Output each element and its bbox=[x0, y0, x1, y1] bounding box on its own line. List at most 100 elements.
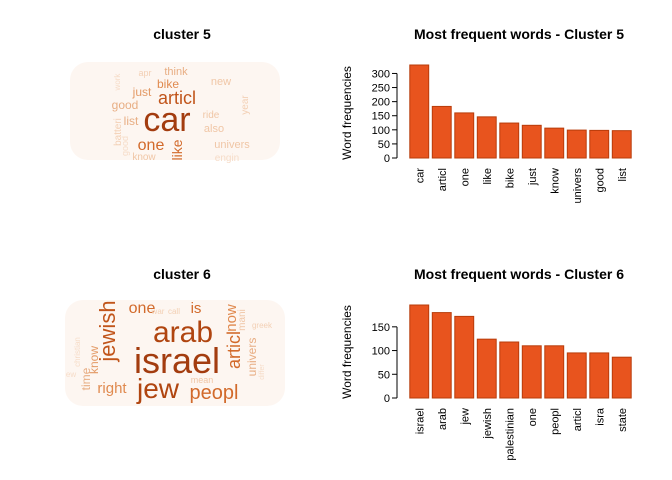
x-tick-label: one bbox=[459, 168, 471, 186]
wordcloud-word: like bbox=[169, 139, 185, 160]
wordcloud-word: list bbox=[124, 114, 139, 128]
wordcloud-word: bike bbox=[157, 77, 179, 91]
wordcloud-word: time bbox=[79, 367, 93, 390]
wordcloud-word: apr bbox=[138, 68, 151, 78]
x-tick-label: isra bbox=[594, 407, 606, 426]
x-tick-label: one bbox=[527, 408, 539, 426]
y-axis-label: Word frequencies bbox=[340, 66, 354, 160]
wordcloud-word: know bbox=[132, 152, 156, 163]
x-tick-label: arab bbox=[437, 408, 449, 430]
bar-chart-cluster-6: Most frequent words - Cluster 6 Word fre… bbox=[340, 266, 632, 461]
wordcloud-word: good bbox=[120, 136, 130, 156]
wordcloud-word: greek bbox=[252, 321, 273, 330]
wordcloud-word: articl bbox=[224, 331, 244, 369]
wordcloud-word: war bbox=[151, 307, 165, 316]
bar-chart-cluster-5: Most frequent words - Cluster 5 Word fre… bbox=[340, 26, 632, 204]
bar-palestinian bbox=[499, 341, 520, 399]
wordcloud-word: good bbox=[112, 98, 139, 112]
bar-articl bbox=[566, 352, 587, 399]
wordcloud-word: ride bbox=[203, 110, 220, 121]
bar-israel bbox=[409, 304, 430, 399]
wordcloud-word: now bbox=[223, 304, 240, 332]
wordcloud-word: jew bbox=[136, 373, 180, 404]
x-tick-label: just bbox=[527, 168, 539, 186]
wordcloud-word: new bbox=[211, 76, 231, 88]
wordcloud-word: differ bbox=[259, 364, 266, 380]
bar-bike bbox=[499, 122, 520, 159]
wordcloud-word: mean bbox=[191, 375, 214, 385]
x-tick-label: jewish bbox=[482, 408, 494, 440]
x-tick-label: palestinian bbox=[504, 408, 516, 461]
y-tick-label: 0 bbox=[384, 153, 390, 165]
y-tick-label: 250 bbox=[372, 83, 390, 95]
wordcloud-word: work bbox=[113, 73, 122, 92]
y-tick-label: 0 bbox=[384, 393, 390, 405]
y-tick-label: 150 bbox=[372, 111, 390, 123]
y-tick-label: 100 bbox=[372, 125, 390, 137]
bar-jew bbox=[454, 315, 475, 399]
bar-like bbox=[476, 116, 497, 159]
x-tick-label: good bbox=[594, 168, 606, 192]
wordcloud-backdrop bbox=[65, 300, 285, 406]
y-tick-label: 150 bbox=[372, 322, 390, 334]
y-tick-label: 200 bbox=[372, 97, 390, 109]
bar-univers bbox=[566, 129, 587, 159]
bar-arab bbox=[431, 312, 452, 399]
wordcloud-word: just bbox=[132, 85, 152, 99]
wordcloud-word: batteri bbox=[113, 118, 124, 146]
wordcloud-word: israel bbox=[134, 340, 220, 381]
wordcloud-word: think bbox=[164, 66, 188, 78]
x-tick-label: like bbox=[482, 168, 494, 185]
bar-peopl bbox=[544, 345, 565, 399]
x-tick-label: jew bbox=[459, 408, 471, 426]
wordcloud-title: cluster 6 bbox=[153, 266, 211, 282]
bar-know bbox=[544, 127, 565, 159]
wordcloud-word: right bbox=[97, 380, 127, 397]
wordcloud-word: arab bbox=[153, 316, 213, 349]
y-tick-label: 300 bbox=[372, 68, 390, 80]
wordcloud-word: engin bbox=[215, 153, 239, 164]
wordcloud-word: mani bbox=[237, 309, 248, 331]
wordcloud-word: ew bbox=[66, 370, 76, 379]
wordcloud-word: call bbox=[168, 307, 180, 316]
wordcloud-word: one bbox=[138, 137, 165, 154]
wordcloud-word: car bbox=[143, 101, 190, 139]
wordcloud-word: know bbox=[87, 346, 101, 374]
wordcloud-word: also bbox=[204, 123, 224, 135]
wordcloud-word: christian bbox=[73, 337, 82, 367]
chart-title: Most frequent words - Cluster 5 bbox=[414, 26, 624, 42]
bar-good bbox=[589, 129, 610, 159]
wordcloud-word: year bbox=[240, 95, 251, 115]
bar-one bbox=[521, 345, 542, 399]
bar-state bbox=[611, 356, 632, 399]
x-tick-label: peopl bbox=[549, 408, 561, 435]
bar-just bbox=[521, 124, 542, 159]
x-tick-label: israel bbox=[414, 408, 426, 434]
x-tick-label: list bbox=[617, 168, 629, 181]
bar-one bbox=[454, 112, 475, 159]
x-tick-label: univers bbox=[572, 168, 584, 204]
x-tick-label: know bbox=[549, 168, 561, 194]
wordcloud-word: univers bbox=[245, 338, 259, 377]
chart-title: Most frequent words - Cluster 6 bbox=[414, 266, 624, 282]
y-tick-label: 100 bbox=[372, 346, 390, 358]
wordcloud-word: is bbox=[191, 300, 202, 317]
wordcloud-word: one bbox=[129, 300, 156, 317]
bar-car bbox=[409, 64, 430, 159]
y-axis-label: Word frequencies bbox=[340, 305, 354, 399]
y-tick-label: 50 bbox=[378, 369, 390, 381]
x-tick-label: bike bbox=[504, 168, 516, 188]
wordcloud-word: univers bbox=[214, 139, 250, 151]
bar-articl bbox=[431, 105, 452, 159]
wordcloud-word: peopl bbox=[190, 382, 239, 404]
wordcloud-backdrop bbox=[70, 62, 280, 160]
wordcloud-title: cluster 5 bbox=[153, 26, 211, 42]
x-tick-label: car bbox=[414, 168, 426, 184]
bar-jewish bbox=[476, 338, 497, 399]
bar-list bbox=[611, 130, 632, 159]
